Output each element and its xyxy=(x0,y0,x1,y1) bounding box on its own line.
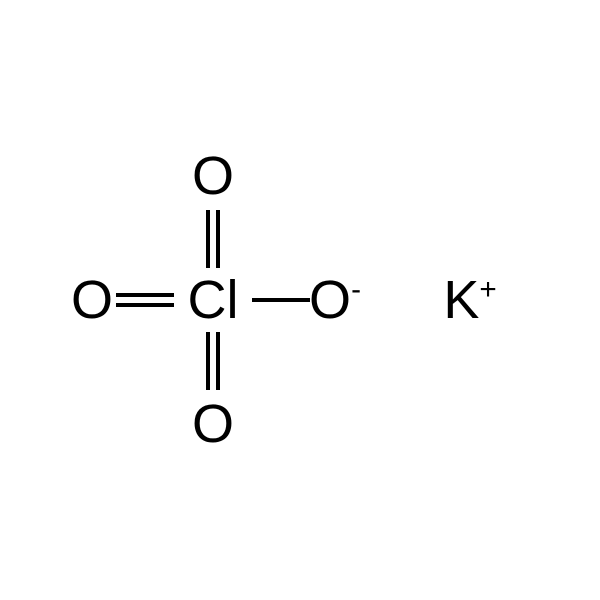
bond-line xyxy=(116,293,174,297)
atom-charge: - xyxy=(351,273,361,306)
atom-label: O xyxy=(192,394,234,454)
bond-line xyxy=(206,332,210,390)
chemical-structure-diagram: Cl O O O O- K+ xyxy=(0,0,600,600)
bond-line xyxy=(216,332,220,390)
atom-o-right: O- xyxy=(309,273,361,327)
atom-cl: Cl xyxy=(188,273,239,327)
atom-o-top: O xyxy=(192,149,234,203)
bond-line xyxy=(252,298,310,302)
atom-label: O xyxy=(71,270,113,330)
atom-charge: + xyxy=(479,273,496,306)
atom-o-left: O xyxy=(71,273,113,327)
atom-k: K+ xyxy=(443,273,496,327)
bond-line xyxy=(216,210,220,268)
bond-line xyxy=(206,210,210,268)
atom-label: O xyxy=(192,146,234,206)
atom-label: Cl xyxy=(188,270,239,330)
atom-o-bottom: O xyxy=(192,397,234,451)
atom-label: K xyxy=(443,270,479,330)
atom-label: O xyxy=(309,270,351,330)
bond-line xyxy=(116,303,174,307)
